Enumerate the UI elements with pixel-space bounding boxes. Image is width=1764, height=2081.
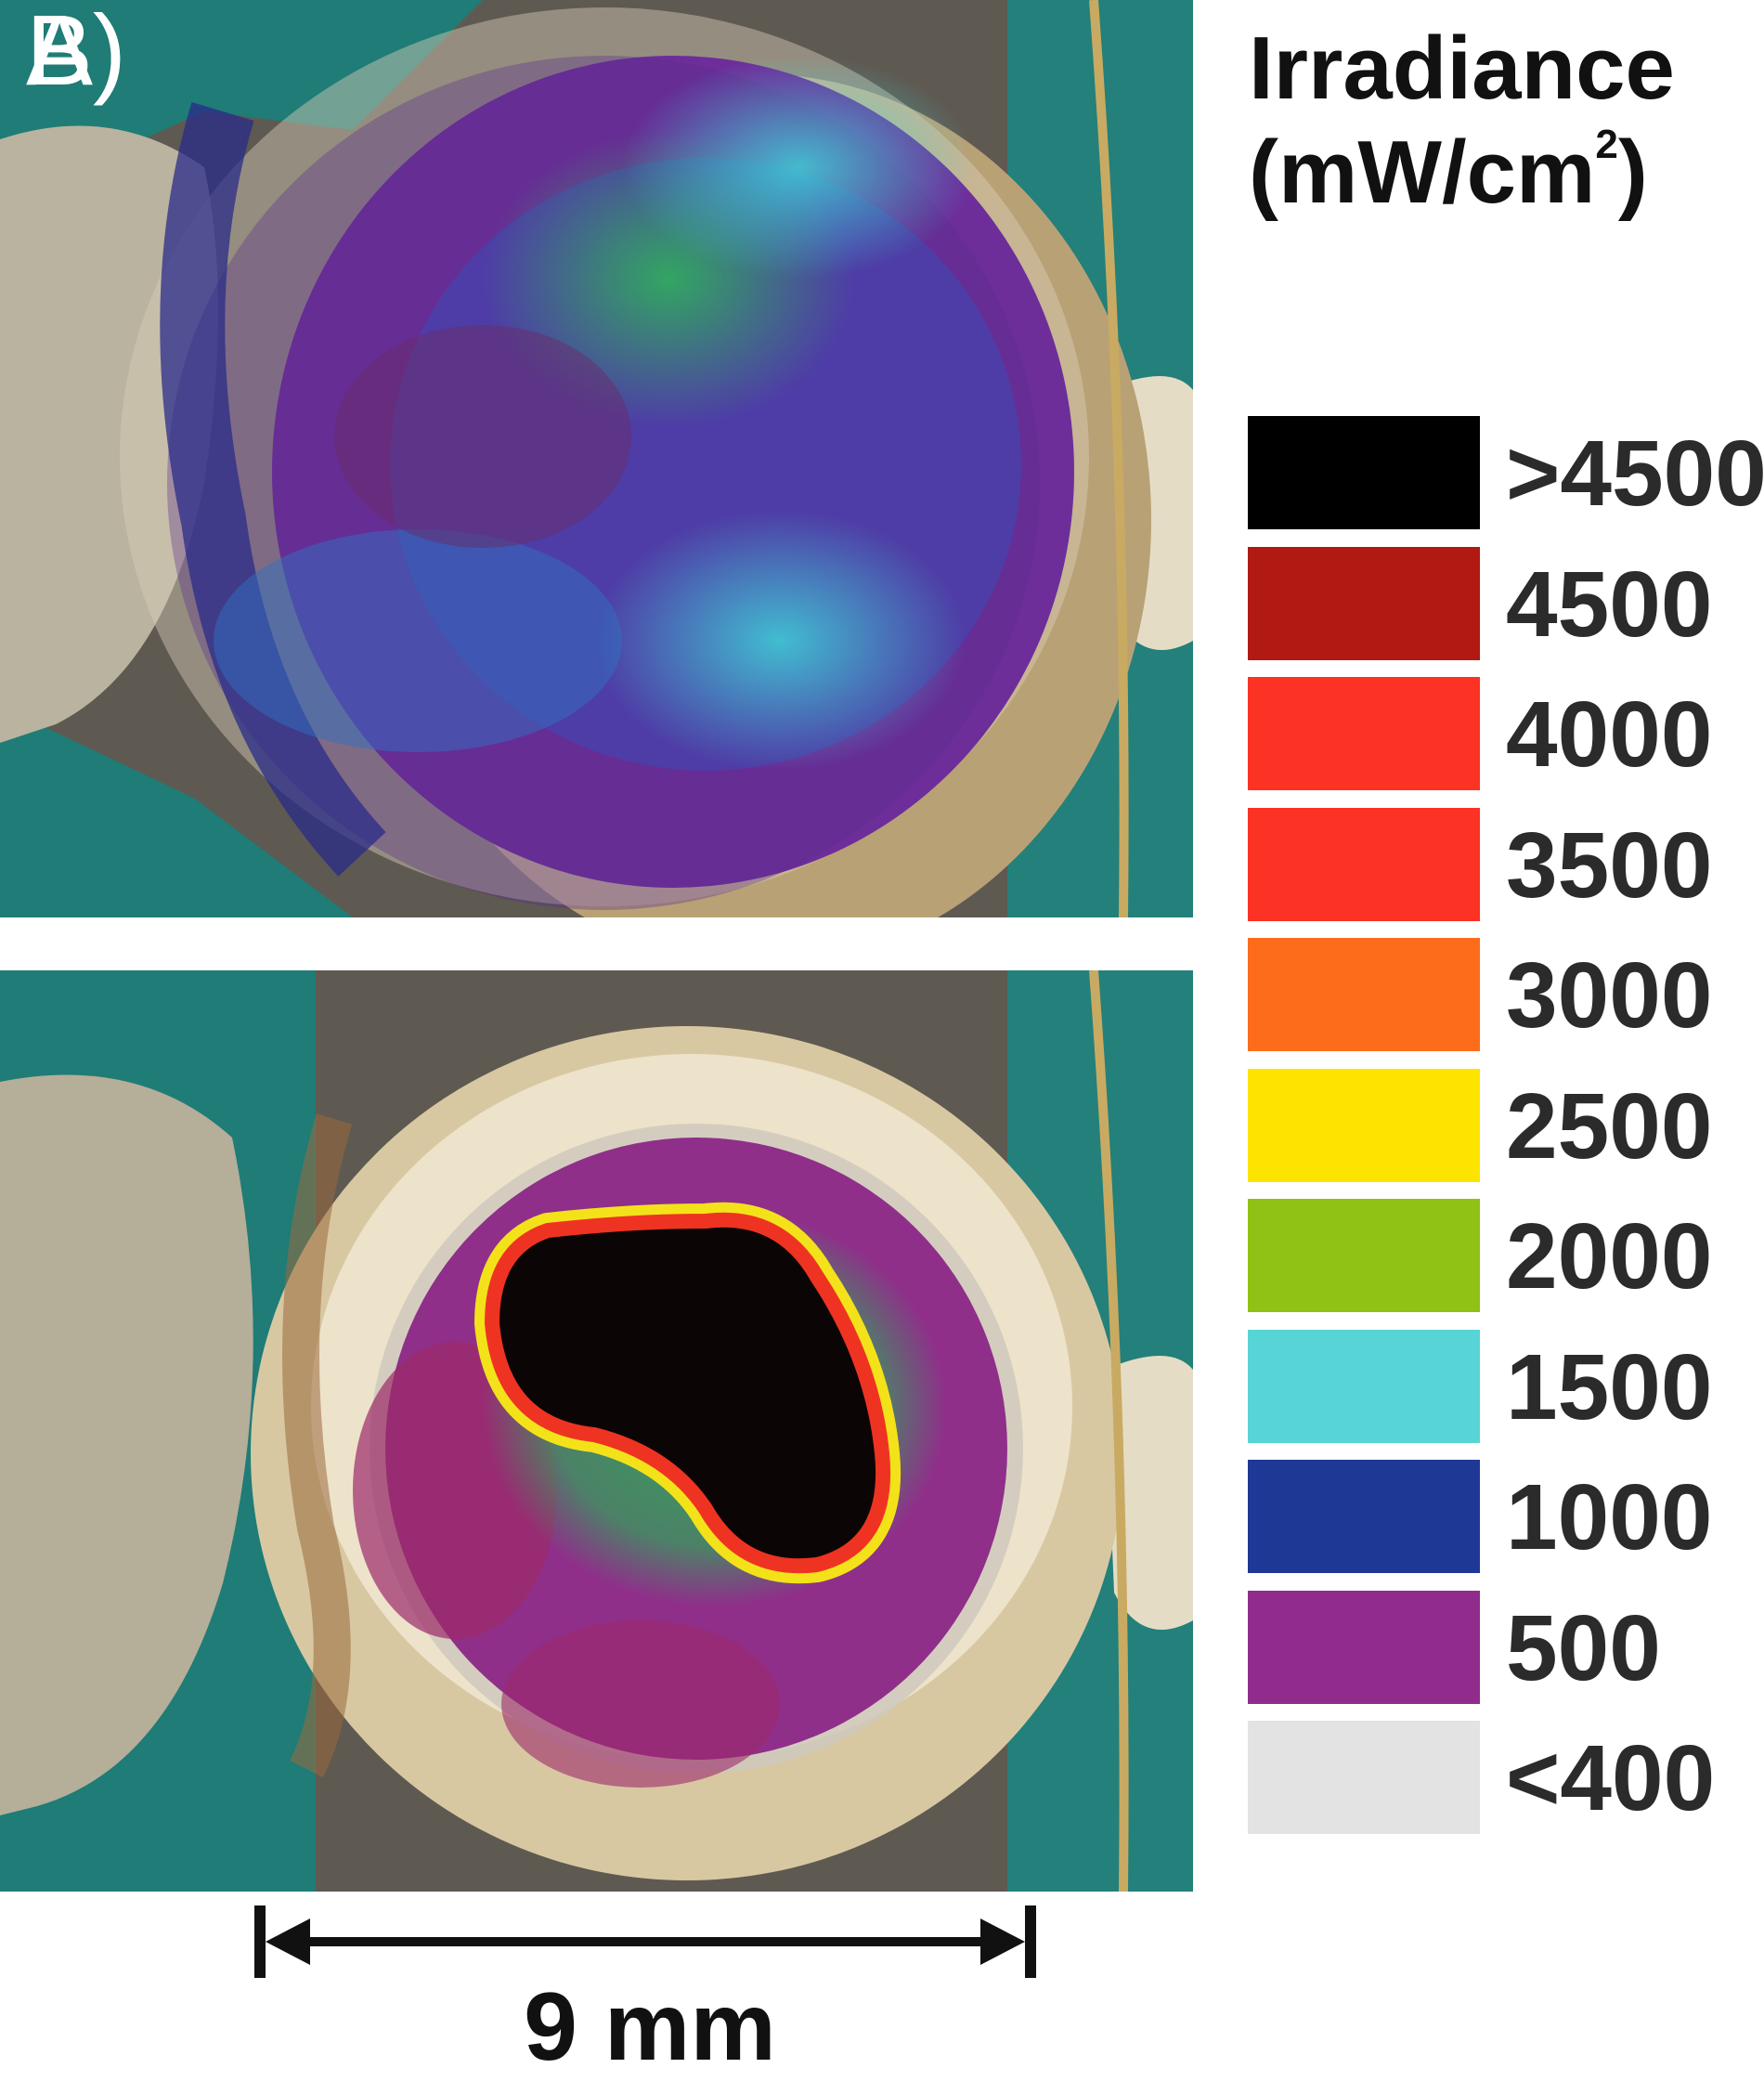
scale-bar: 9 mm — [251, 1894, 1049, 2078]
legend-item: 2000 — [1248, 1199, 1764, 1329]
tooth-photo-a — [0, 0, 1193, 917]
legend-item: 1500 — [1248, 1329, 1764, 1460]
legend-title-line2: (mW/cm2) — [1249, 121, 1764, 225]
legend-swatch — [1248, 1721, 1480, 1834]
legend-swatch — [1248, 1068, 1480, 1182]
legend-title: Irradiance (mW/cm2) — [1249, 17, 1764, 225]
legend-label: 1500 — [1506, 1334, 1713, 1439]
scale-bar-label: 9 mm — [524, 1973, 776, 2081]
legend-swatch — [1248, 1329, 1480, 1443]
legend-title-line1: Irradiance — [1249, 19, 1675, 118]
legend-swatch — [1248, 416, 1480, 529]
legend-item: <400 — [1248, 1721, 1764, 1851]
legend-item: 3500 — [1248, 807, 1764, 938]
legend-item: 500 — [1248, 1590, 1764, 1721]
legend-label: 3000 — [1506, 943, 1713, 1047]
legend-label: 4000 — [1506, 683, 1713, 787]
panel-a-label: A) — [26, 0, 126, 106]
legend-swatch — [1248, 1590, 1480, 1704]
irradiance-legend: Irradiance (mW/cm2) >4500 4500 4000 3500 300… — [1235, 0, 1764, 1857]
legend-label: 2500 — [1506, 1073, 1713, 1178]
legend-label: 500 — [1506, 1595, 1661, 1700]
panel-a-photo — [0, 0, 1193, 917]
legend-swatch — [1248, 677, 1480, 790]
legend-label: >4500 — [1506, 422, 1764, 526]
legend-label: 1000 — [1506, 1465, 1713, 1569]
legend-item: 1000 — [1248, 1460, 1764, 1590]
legend-item: 3000 — [1248, 938, 1764, 1068]
legend-label: <400 — [1506, 1726, 1716, 1830]
scale-bar-arrow — [254, 1905, 1036, 1978]
panel-b-photo — [0, 970, 1193, 1892]
legend-label: 4500 — [1506, 552, 1713, 657]
legend-unit-pre: (mW/cm — [1249, 123, 1596, 222]
tooth-photo-b — [0, 970, 1193, 1892]
legend-swatch — [1248, 1460, 1480, 1573]
legend-item: 4000 — [1248, 677, 1764, 807]
legend-swatch — [1248, 546, 1480, 660]
legend-unit-post: ) — [1617, 123, 1648, 222]
legend-item: 4500 — [1248, 546, 1764, 677]
legend-swatch — [1248, 1199, 1480, 1312]
legend-item: >4500 — [1248, 416, 1764, 546]
panel-b-label: B) — [26, 0, 126, 106]
legend-swatch — [1248, 807, 1480, 921]
legend-unit-superscript: 2 — [1595, 122, 1618, 167]
legend-label: 2000 — [1506, 1204, 1713, 1308]
legend-item: 2500 — [1248, 1068, 1764, 1199]
legend-label: 3500 — [1506, 813, 1713, 917]
legend-swatch — [1248, 938, 1480, 1051]
